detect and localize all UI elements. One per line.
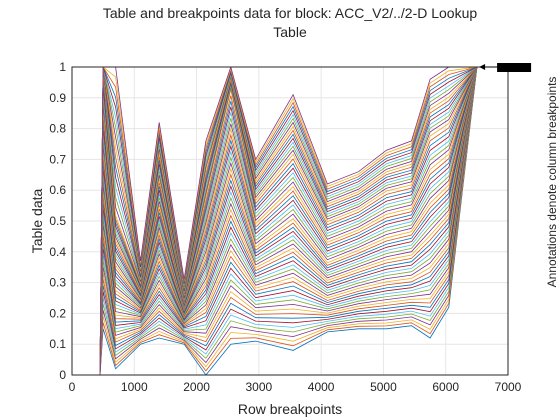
series-line bbox=[72, 67, 478, 375]
series-line bbox=[72, 67, 478, 375]
x-tick-label: 3000 bbox=[246, 380, 273, 394]
series-line bbox=[72, 67, 478, 375]
series-line bbox=[72, 67, 478, 375]
series-line bbox=[72, 67, 478, 375]
series-line bbox=[72, 67, 478, 375]
series-line bbox=[72, 67, 478, 375]
series-line bbox=[72, 67, 478, 375]
series-line bbox=[72, 67, 478, 375]
chart-title-line2: Table bbox=[273, 24, 307, 40]
x-tick-label: 4000 bbox=[308, 380, 335, 394]
series-line bbox=[72, 67, 478, 375]
x-tick-label: 7000 bbox=[495, 380, 522, 394]
series-line bbox=[72, 67, 477, 375]
series-line bbox=[72, 67, 478, 375]
series-line bbox=[72, 67, 478, 375]
right-axis-label: Annotations denote column breakpoints bbox=[545, 77, 559, 288]
y-tick-label: 1 bbox=[59, 60, 66, 74]
series-line bbox=[72, 67, 478, 375]
annotation-arrowhead bbox=[479, 64, 486, 70]
series-group bbox=[72, 67, 478, 375]
series-line bbox=[72, 67, 478, 375]
y-tick-label: 0.8 bbox=[49, 122, 66, 136]
series-line bbox=[72, 67, 478, 375]
chart-title-line1: Table and breakpoints data for block: AC… bbox=[103, 5, 478, 21]
series-line bbox=[72, 67, 478, 375]
series-line bbox=[72, 67, 478, 375]
series-line bbox=[72, 67, 478, 375]
plot-area: 0 1000 2000 3000 4000 5000 6000 7000 0 0.1 0.2 0.3… bbox=[49, 60, 532, 394]
series-line bbox=[72, 67, 478, 375]
y-tick-label: 0.4 bbox=[49, 245, 66, 259]
x-tick-labels: 0 1000 2000 3000 4000 5000 6000 7000 bbox=[69, 380, 522, 394]
series-line bbox=[72, 67, 478, 375]
y-tick-label: 0.2 bbox=[49, 306, 66, 320]
series-line bbox=[72, 67, 478, 375]
x-tick-label: 0 bbox=[69, 380, 76, 394]
x-tick-label: 5000 bbox=[370, 380, 397, 394]
series-line bbox=[72, 67, 478, 375]
y-tick-label: 0.6 bbox=[49, 183, 66, 197]
series-line bbox=[72, 67, 478, 375]
column-breakpoint-annotation bbox=[479, 63, 532, 72]
series-line bbox=[72, 67, 478, 375]
series-line bbox=[72, 67, 478, 375]
series-line bbox=[72, 67, 478, 375]
series-line bbox=[72, 67, 478, 375]
x-tick-label: 6000 bbox=[432, 380, 459, 394]
series-line bbox=[72, 67, 477, 375]
y-tick-label: 0.5 bbox=[49, 214, 66, 228]
y-tick-label: 0.9 bbox=[49, 91, 66, 105]
y-tick-labels: 0 0.1 0.2 0.3 0.4 0.5 0.6 0.7 0.8 0.9 1 bbox=[49, 60, 66, 382]
series-line bbox=[72, 67, 478, 375]
annotation-label-cluster bbox=[497, 63, 532, 72]
series-line bbox=[72, 67, 478, 375]
series-line bbox=[72, 67, 478, 375]
series-line bbox=[72, 67, 478, 375]
series-line bbox=[72, 67, 478, 375]
axes-box bbox=[71, 66, 509, 376]
y-axis-label: Table data bbox=[29, 188, 45, 253]
series-line bbox=[72, 67, 478, 375]
series-line bbox=[72, 67, 478, 375]
y-tick-label: 0.1 bbox=[49, 337, 66, 351]
series-line bbox=[72, 67, 478, 375]
axes bbox=[71, 66, 509, 376]
series-line bbox=[72, 67, 478, 375]
series-line bbox=[72, 67, 478, 375]
series-line bbox=[72, 67, 478, 375]
y-tick-label: 0.7 bbox=[49, 152, 66, 166]
y-tick-label: 0 bbox=[59, 368, 66, 382]
x-tick-label: 1000 bbox=[121, 380, 148, 394]
series-line bbox=[72, 67, 478, 375]
series-line bbox=[72, 67, 478, 375]
series-line bbox=[72, 67, 478, 375]
series-line bbox=[72, 67, 478, 375]
series-line bbox=[72, 67, 478, 375]
series-line bbox=[72, 67, 478, 375]
series-line bbox=[72, 67, 478, 375]
y-tick-label: 0.3 bbox=[49, 276, 66, 290]
x-axis-label: Row breakpoints bbox=[238, 401, 342, 417]
x-tick-label: 2000 bbox=[183, 380, 210, 394]
series-line bbox=[72, 67, 478, 375]
